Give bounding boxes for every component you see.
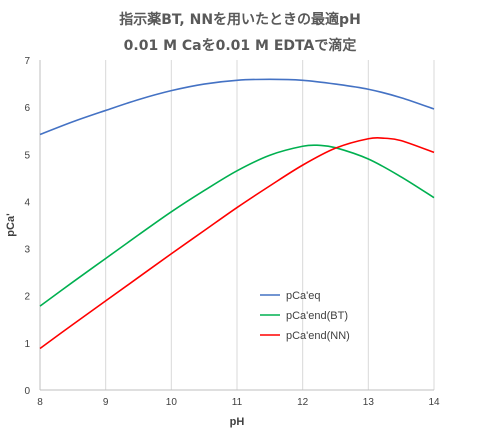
grid-lines bbox=[105, 60, 435, 390]
series-lines bbox=[39, 78, 435, 350]
series-line-1 bbox=[39, 144, 435, 307]
y-axis-title: pCa' bbox=[5, 213, 17, 237]
chart-subtitle: 0.01 M Caを0.01 M EDTAで滴定 bbox=[124, 37, 357, 54]
x-tick-label: 13 bbox=[363, 397, 375, 408]
y-tick-label: 4 bbox=[24, 197, 30, 208]
x-tick-label: 8 bbox=[37, 397, 43, 408]
series-line-0 bbox=[39, 78, 435, 136]
legend-label-1: pCa'end(BT) bbox=[286, 310, 348, 322]
x-tick-label: 14 bbox=[428, 397, 440, 408]
y-tick-labels: 0 1 2 3 4 5 6 7 bbox=[24, 56, 30, 397]
y-tick-label: 3 bbox=[24, 245, 30, 256]
y-tick-label: 7 bbox=[24, 56, 30, 67]
series-line-2 bbox=[39, 136, 435, 350]
legend-label-2: pCa'end(NN) bbox=[286, 330, 350, 342]
y-tick-label: 5 bbox=[24, 150, 30, 161]
chart-title: 指示薬BT, NNを用いたときの最適pH bbox=[119, 11, 361, 28]
x-tick-label: 10 bbox=[166, 397, 178, 408]
y-tick-label: 6 bbox=[24, 103, 30, 114]
x-tick-labels: 8 9 10 11 12 13 14 bbox=[37, 397, 440, 408]
y-tick-label: 2 bbox=[24, 292, 30, 303]
x-tick-label: 9 bbox=[103, 397, 109, 408]
legend-label-0: pCa'eq bbox=[286, 290, 321, 302]
axes bbox=[39, 60, 434, 391]
y-tick-label: 1 bbox=[24, 339, 30, 350]
x-tick-label: 11 bbox=[232, 397, 243, 408]
legend: pCa'eq pCa'end(BT) pCa'end(NN) bbox=[260, 290, 350, 342]
x-axis-title: pH bbox=[230, 416, 245, 428]
y-tick-label: 0 bbox=[24, 386, 30, 397]
x-tick-label: 12 bbox=[297, 397, 309, 408]
